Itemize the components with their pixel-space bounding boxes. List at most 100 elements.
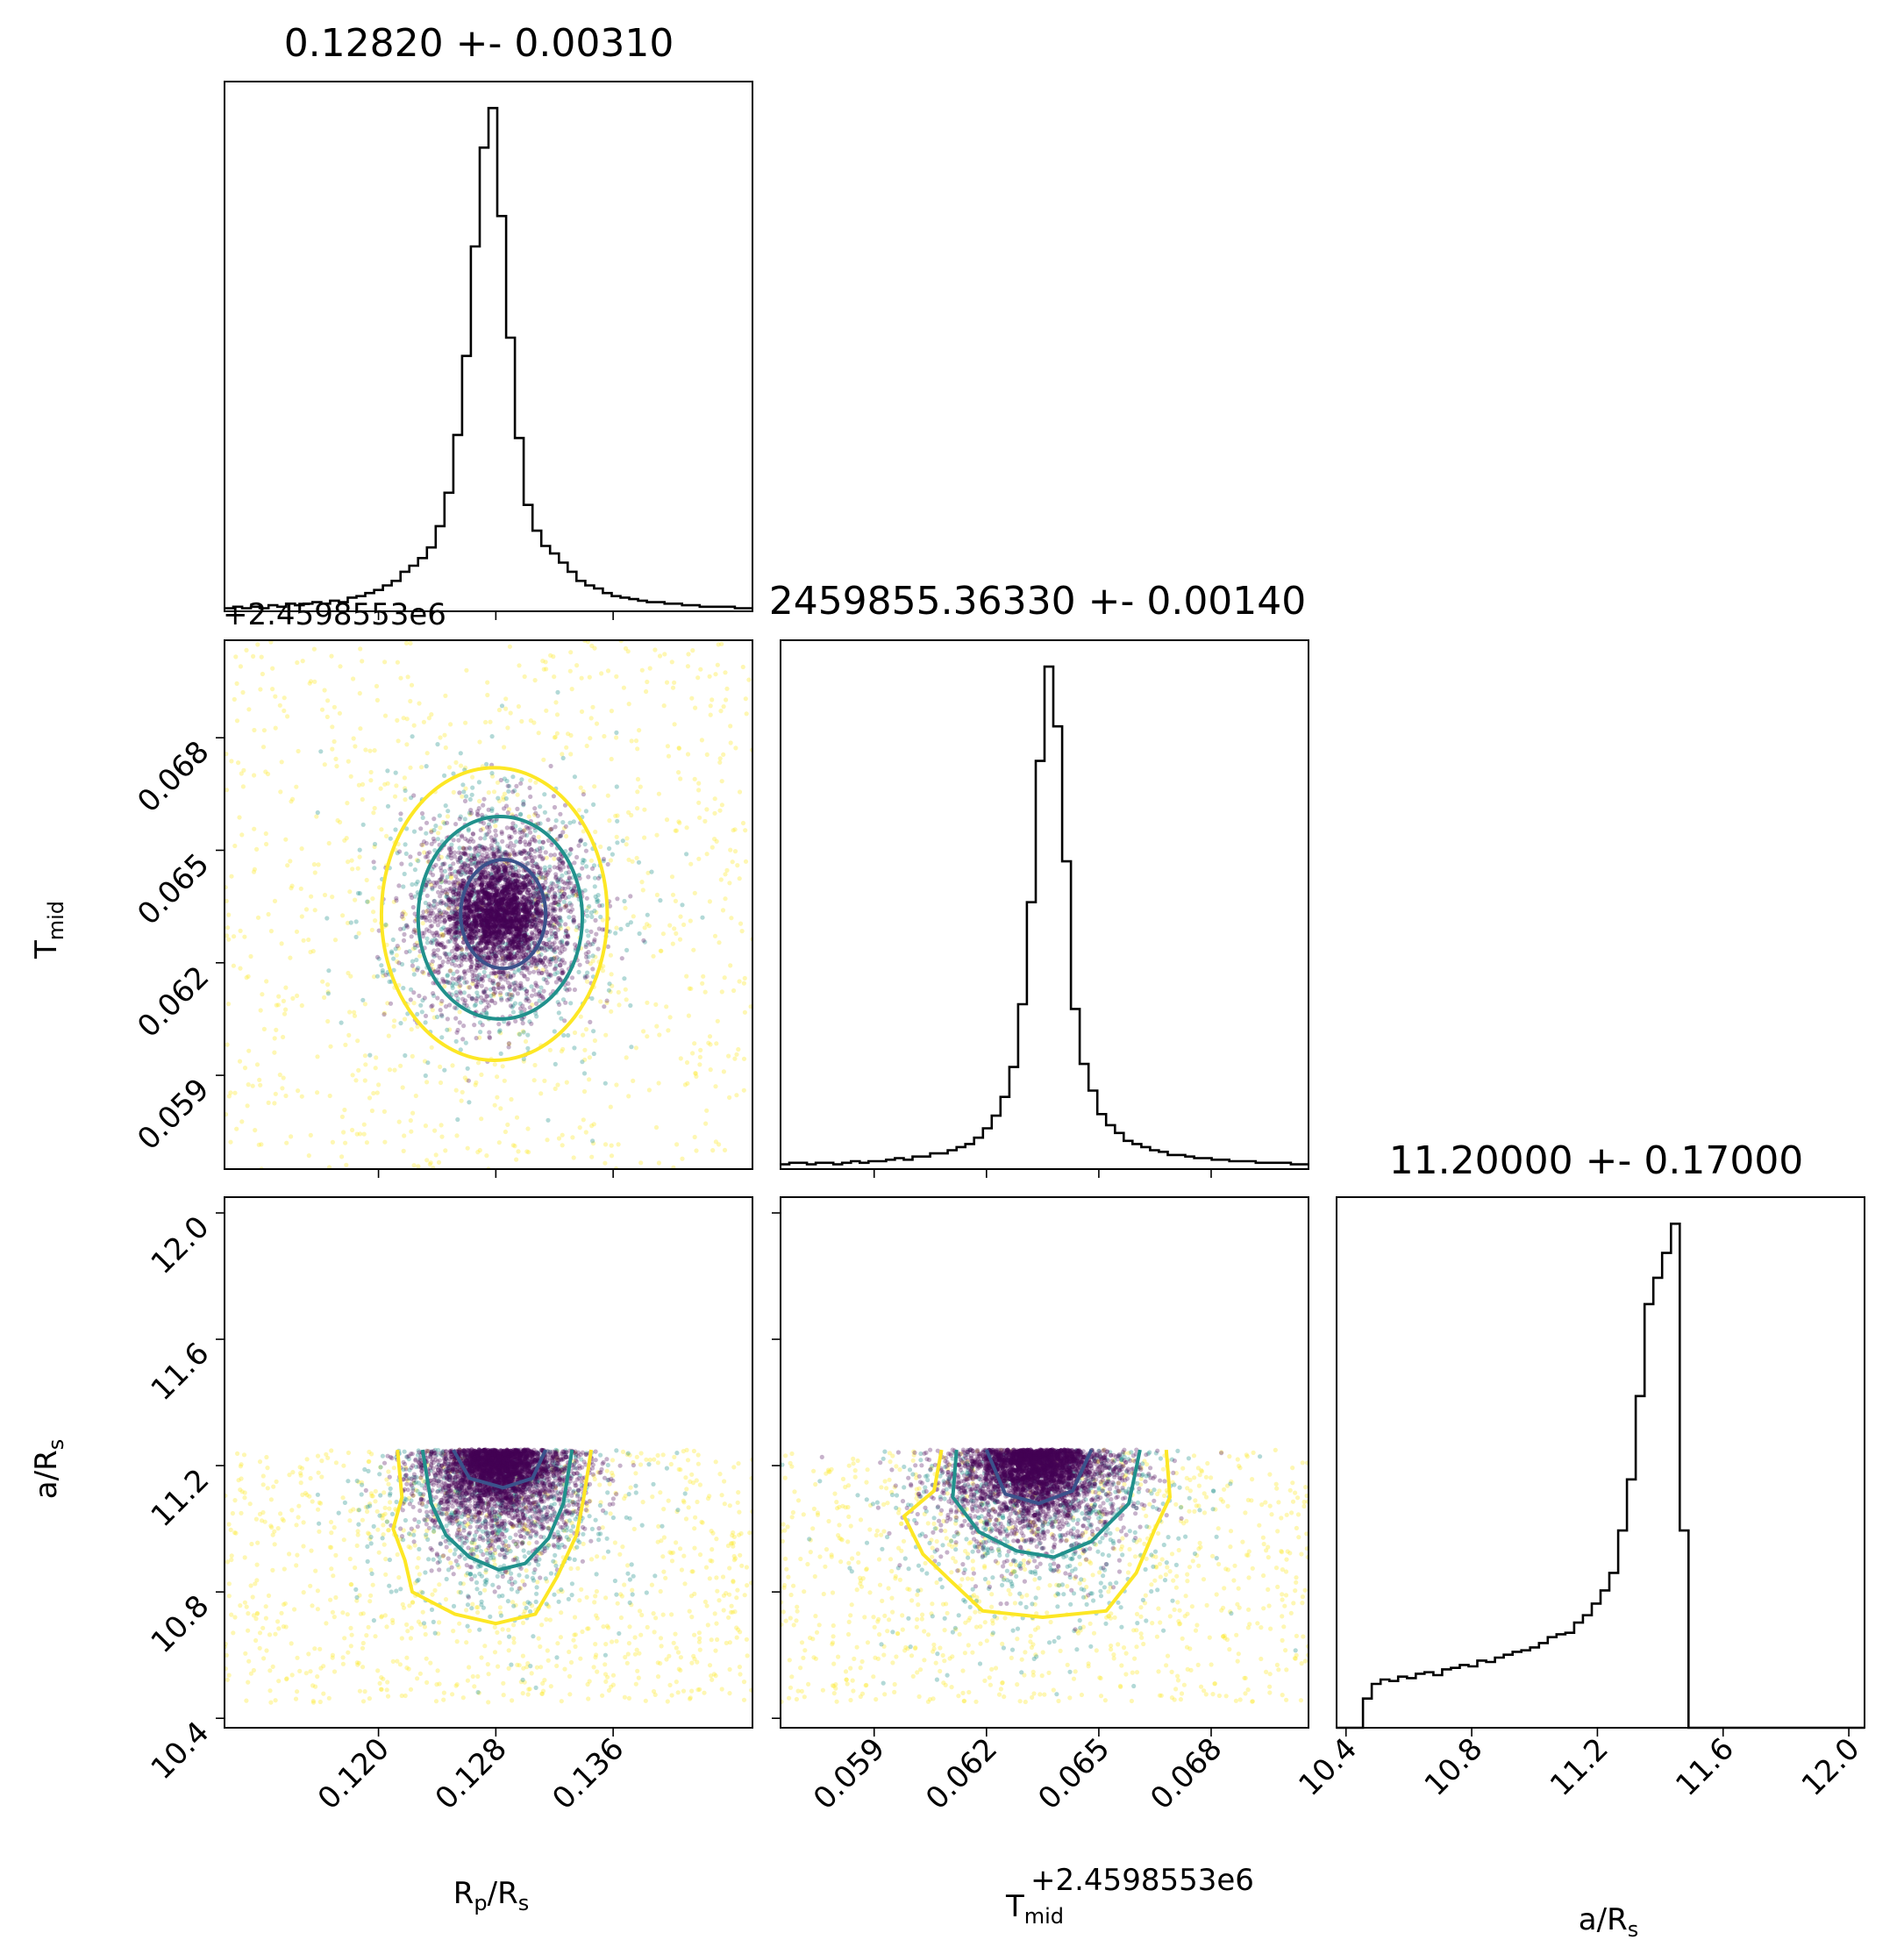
sample-point: [544, 708, 549, 713]
sample-point: [537, 839, 542, 845]
sample-point: [538, 952, 544, 957]
sample-point: [605, 668, 611, 674]
sample-point: [560, 967, 565, 973]
sample-point: [411, 927, 417, 932]
sample-point: [583, 1027, 589, 1032]
sample-point: [517, 839, 523, 845]
sample-point: [555, 879, 560, 884]
sample-point: [583, 848, 589, 853]
sample-point: [231, 1630, 236, 1636]
sample-point: [424, 915, 429, 920]
sample-point: [510, 1600, 516, 1605]
sample-point: [264, 979, 269, 984]
sample-point: [477, 739, 482, 745]
sample-point: [589, 866, 595, 872]
sample-point: [385, 1680, 390, 1685]
sample-point: [508, 996, 513, 1002]
sample-point: [514, 783, 519, 789]
sample-point: [396, 738, 401, 744]
sample-point: [418, 1002, 424, 1008]
sample-point: [562, 802, 568, 808]
sample-point: [742, 975, 747, 981]
sample-point: [395, 851, 400, 856]
sample-point: [511, 850, 517, 855]
sample-point: [376, 1550, 382, 1555]
sample-point: [510, 821, 516, 826]
sample-point: [457, 855, 463, 860]
sample-point: [383, 1572, 389, 1577]
sample-point: [530, 931, 535, 937]
sample-point: [558, 939, 563, 945]
sample-point: [454, 885, 460, 890]
sample-point: [282, 695, 287, 701]
sample-point: [453, 908, 458, 913]
sample-point: [384, 1687, 389, 1693]
sample-point: [431, 1015, 437, 1020]
sample-point: [496, 854, 502, 859]
sample-point: [491, 894, 497, 900]
sample-point: [527, 825, 532, 831]
sample-point: [695, 1452, 701, 1458]
sample-point: [257, 1630, 263, 1636]
sample-point: [402, 1133, 407, 1138]
sample-point: [555, 927, 561, 932]
sample-point: [560, 970, 566, 975]
sample-point: [468, 966, 474, 971]
sample-point: [266, 1100, 271, 1105]
sample-point: [443, 745, 448, 751]
sample-point: [487, 824, 492, 830]
sample-point: [342, 838, 347, 843]
sample-point: [491, 960, 496, 966]
sample-point: [508, 974, 513, 979]
sample-point: [330, 1609, 335, 1615]
sample-point: [275, 1526, 281, 1531]
sample-point: [588, 1557, 595, 1562]
sample-point: [451, 880, 456, 885]
sample-point: [456, 850, 461, 855]
sample-point: [252, 727, 257, 733]
sample-point: [721, 704, 726, 710]
sample-point: [461, 846, 467, 852]
sample-point: [571, 819, 576, 824]
sample-point: [470, 831, 475, 837]
sample-point: [720, 908, 726, 913]
sample-point: [480, 978, 486, 983]
sample-point: [261, 1656, 267, 1661]
sample-point: [419, 842, 424, 847]
sample-point: [353, 919, 359, 924]
sample-point: [340, 913, 346, 918]
sample-point: [273, 1631, 278, 1637]
sample-point: [431, 910, 436, 916]
sample-point: [283, 837, 289, 842]
sample-point: [341, 1463, 346, 1468]
sample-point: [398, 926, 403, 931]
sample-point: [471, 909, 476, 914]
sample-point: [503, 909, 508, 914]
sample-point: [239, 1510, 244, 1516]
sample-point: [424, 851, 431, 856]
sample-point: [469, 939, 475, 945]
sample-point: [554, 712, 560, 717]
sample-point: [588, 716, 594, 721]
sample-point: [495, 902, 500, 907]
sample-point: [676, 745, 682, 752]
sample-point: [384, 833, 389, 839]
sample-point: [327, 1093, 332, 1099]
sample-point: [566, 926, 571, 931]
sample-point: [665, 1699, 670, 1704]
sample-point: [560, 969, 566, 974]
sample-point: [500, 984, 505, 989]
sample-point: [409, 795, 414, 801]
sample-point: [667, 923, 673, 928]
sample-point: [439, 879, 444, 884]
sample-point: [439, 874, 445, 880]
sample-point: [290, 796, 296, 802]
sample-point: [443, 803, 448, 809]
sample-point: [445, 814, 451, 819]
sample-point: [506, 853, 511, 859]
sample-point: [538, 1091, 544, 1096]
sample-point: [450, 983, 455, 988]
sample-point: [674, 1645, 679, 1651]
sample-point: [560, 873, 565, 878]
sample-point: [455, 877, 460, 882]
